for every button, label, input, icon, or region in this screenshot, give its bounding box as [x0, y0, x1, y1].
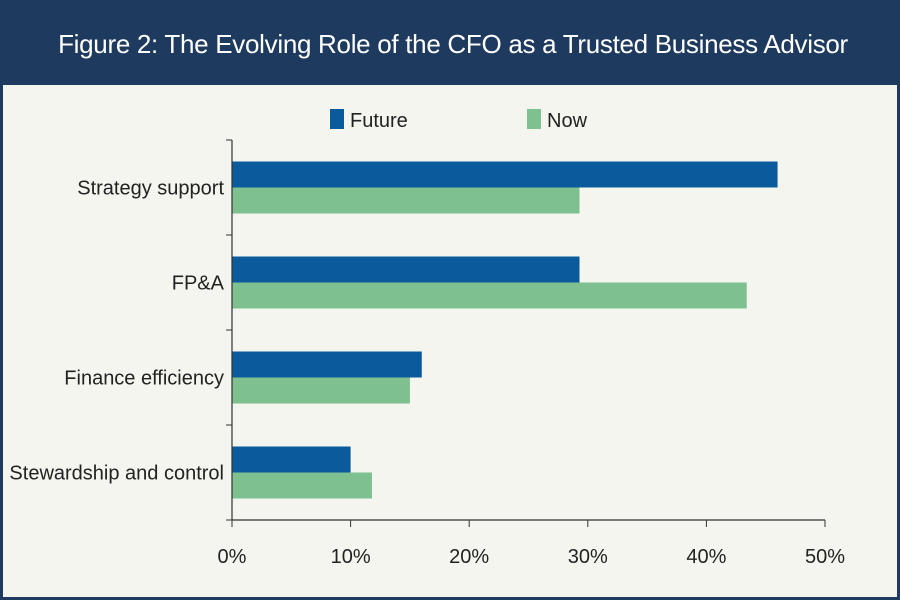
bar-now-finance-efficiency	[232, 377, 410, 404]
x-tick-label: 0%	[218, 546, 247, 568]
bar-future-finance-efficiency	[232, 351, 422, 378]
bar-future-fp-a	[232, 256, 580, 283]
bar-now-fp-a	[232, 282, 747, 309]
x-tick-label: 20%	[449, 546, 489, 568]
bars-group: Strategy support FP&A Finance efficiency St…	[9, 161, 778, 499]
legend-swatch-now	[527, 109, 541, 129]
category-label-strategy-support: Strategy support	[77, 178, 224, 200]
legend-label-now: Now	[547, 110, 588, 132]
bar-future-stewardship-and-control	[232, 446, 351, 473]
chart-title: Figure 2: The Evolving Role of the CFO a…	[58, 28, 848, 59]
x-tick-label: 30%	[568, 546, 608, 568]
category-label-stewardship-and-control: Stewardship and control	[9, 463, 224, 485]
bar-now-stewardship-and-control	[232, 472, 372, 499]
bar-now-strategy-support	[232, 187, 580, 214]
x-tick-label: 50%	[805, 546, 845, 568]
legend-swatch-future	[330, 109, 344, 129]
title-bar: Figure 2: The Evolving Role of the CFO a…	[3, 3, 900, 85]
bar-future-strategy-support	[232, 161, 778, 188]
x-tick-label: 40%	[686, 546, 726, 568]
category-label-finance-efficiency: Finance efficiency	[64, 368, 224, 390]
category-label-fp-a: FP&A	[172, 273, 225, 295]
legend-label-future: Future	[350, 110, 408, 132]
axes-group: 0% 10% 20% 30% 40% 50%	[218, 139, 845, 568]
legend: Future Now	[330, 109, 588, 132]
x-tick-label: 10%	[331, 546, 371, 568]
